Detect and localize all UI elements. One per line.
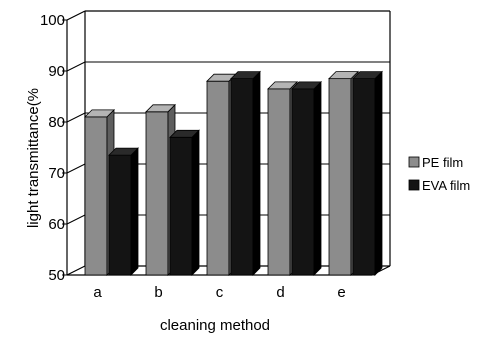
bar-pe-e — [328, 78, 352, 276]
bar-top-eva-d — [291, 81, 322, 90]
bar-pe-b — [145, 111, 169, 276]
y-tick-label: 60 — [48, 216, 65, 233]
bar-top-pe-a — [84, 109, 115, 118]
x-axis-title: cleaning method — [160, 317, 270, 334]
bar-top-pe-d — [267, 81, 298, 90]
bar-side-eva-d — [313, 80, 322, 276]
bar-side-eva-c — [252, 70, 261, 276]
bar-eva-d — [291, 88, 315, 276]
floor-left-edge — [66, 265, 86, 276]
bars — [84, 70, 383, 276]
legend-label-eva: EVA film — [422, 178, 470, 193]
y-tick-label: 100 — [40, 12, 65, 29]
bar-eva-a — [108, 154, 132, 276]
bar-side-eva-e — [374, 70, 383, 276]
y-tick-label: 70 — [48, 165, 65, 182]
bar-top-eva-c — [230, 71, 261, 80]
bar-pe-d — [267, 88, 291, 276]
legend: PE film EVA film — [408, 155, 470, 193]
bar-eva-b — [169, 136, 193, 276]
gridline-side — [66, 214, 86, 225]
x-tick-label: a — [93, 284, 102, 301]
bar-side-eva-b — [191, 129, 200, 276]
bar-eva-c — [230, 78, 254, 276]
bar-side-eva-a — [130, 147, 139, 276]
bar-top-pe-b — [145, 104, 176, 113]
gridline-side — [66, 163, 86, 174]
y-tick-labels: 50 60 70 80 90 100 — [40, 12, 65, 284]
legend-swatch-pe — [408, 156, 420, 168]
bar-top-eva-e — [352, 71, 383, 80]
y-axis-title: light transmittance(% — [25, 88, 42, 228]
gridline-side — [66, 112, 86, 123]
legend-swatch-eva — [408, 179, 420, 191]
y-tick-label: 80 — [48, 114, 65, 131]
x-tick-label: e — [337, 284, 345, 301]
side-wall-top — [66, 10, 86, 21]
x-tick-label: d — [276, 284, 284, 301]
legend-label-pe: PE film — [422, 155, 463, 170]
bar-top-pe-e — [328, 71, 359, 80]
x-tick-labels: a b c d e — [93, 284, 345, 301]
bar-top-eva-a — [108, 147, 139, 156]
bar-top-eva-b — [169, 129, 200, 138]
x-tick-label: c — [216, 284, 224, 301]
gridline-side — [66, 61, 86, 72]
bar-pe-a — [84, 116, 108, 276]
x-tick-label: b — [154, 284, 162, 301]
y-tick-label: 50 — [48, 267, 65, 284]
bar-pe-c — [206, 80, 230, 276]
bar-eva-e — [352, 78, 376, 276]
y-tick-label: 90 — [48, 63, 65, 80]
